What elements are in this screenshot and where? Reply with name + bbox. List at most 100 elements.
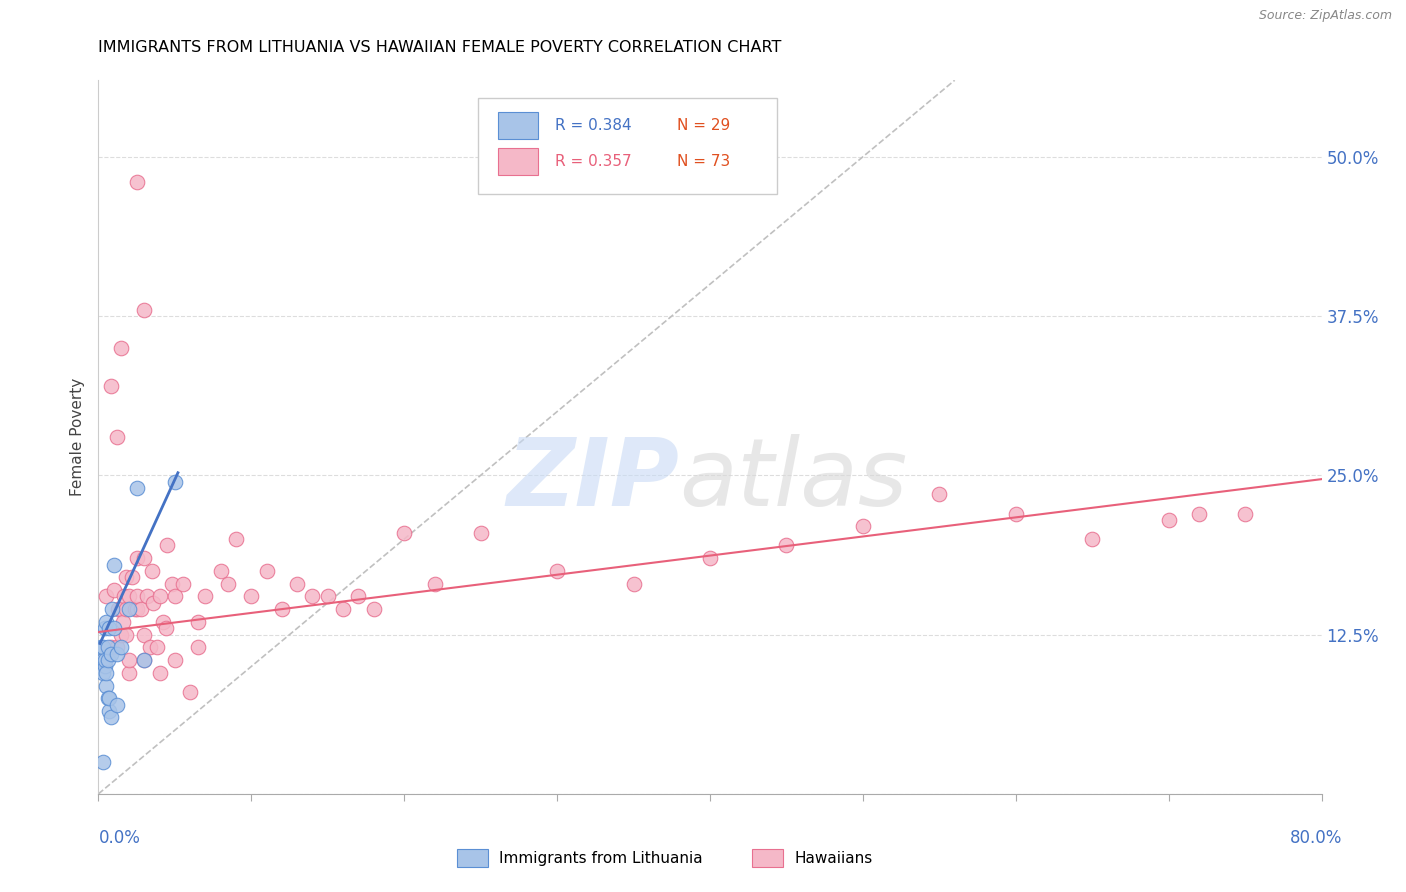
Point: [93, 659, 115, 673]
Point: [145, 640, 167, 655]
Point: [105, 698, 128, 712]
Point: [105, 430, 128, 444]
Point: [187, 640, 209, 655]
Point: [97, 691, 120, 706]
Text: IMMIGRANTS FROM LITHUANIA VS HAWAIIAN FEMALE POVERTY CORRELATION CHART: IMMIGRANTS FROM LITHUANIA VS HAWAIIAN FE…: [98, 40, 782, 55]
Point: [125, 602, 148, 616]
Point: [1157, 513, 1180, 527]
Point: [118, 653, 141, 667]
Point: [98, 691, 121, 706]
Point: [134, 302, 156, 317]
Point: [91, 640, 114, 655]
Point: [852, 519, 875, 533]
Point: [115, 602, 138, 616]
Point: [124, 602, 146, 616]
Point: [134, 653, 156, 667]
Point: [152, 615, 174, 629]
Point: [134, 627, 156, 641]
Text: Immigrants from Lithuania: Immigrants from Lithuania: [499, 851, 703, 865]
Point: [125, 175, 148, 189]
Point: [94, 590, 117, 604]
FancyBboxPatch shape: [498, 112, 537, 139]
Point: [141, 564, 163, 578]
Point: [316, 590, 339, 604]
Point: [775, 538, 797, 552]
Point: [121, 570, 143, 584]
Point: [110, 627, 132, 641]
Point: [160, 576, 183, 591]
Point: [142, 596, 165, 610]
Point: [136, 590, 159, 604]
Point: [1081, 532, 1104, 546]
Point: [97, 653, 120, 667]
Point: [125, 590, 148, 604]
Point: [179, 685, 201, 699]
Point: [100, 647, 122, 661]
Point: [115, 627, 138, 641]
Point: [94, 679, 117, 693]
Point: [100, 710, 122, 724]
Point: [149, 590, 172, 604]
Point: [209, 564, 232, 578]
Point: [470, 525, 492, 540]
Text: N = 29: N = 29: [678, 118, 730, 133]
Point: [118, 590, 141, 604]
Point: [103, 582, 125, 597]
Point: [107, 602, 129, 616]
Point: [103, 558, 125, 572]
Text: 80.0%: 80.0%: [1291, 829, 1343, 847]
Point: [163, 475, 186, 489]
Point: [187, 615, 209, 629]
Point: [98, 704, 121, 718]
Point: [163, 590, 186, 604]
Point: [134, 551, 156, 566]
Point: [156, 538, 179, 552]
Text: Source: ZipAtlas.com: Source: ZipAtlas.com: [1258, 9, 1392, 22]
Point: [928, 487, 950, 501]
Point: [93, 653, 115, 667]
Point: [105, 647, 128, 661]
Text: atlas: atlas: [679, 434, 908, 525]
Point: [91, 755, 114, 769]
Point: [1234, 507, 1257, 521]
Text: N = 73: N = 73: [678, 154, 730, 169]
Point: [270, 602, 292, 616]
Point: [94, 615, 117, 629]
Point: [101, 602, 124, 616]
Point: [110, 640, 132, 655]
Point: [172, 576, 194, 591]
FancyBboxPatch shape: [498, 148, 537, 175]
Point: [155, 621, 177, 635]
Point: [149, 665, 172, 680]
Point: [546, 564, 568, 578]
Text: 0.0%: 0.0%: [98, 829, 141, 847]
Point: [93, 621, 115, 635]
Point: [98, 621, 121, 635]
Y-axis label: Female Poverty: Female Poverty: [70, 378, 86, 496]
Point: [100, 640, 122, 655]
Text: R = 0.384: R = 0.384: [555, 118, 631, 133]
Point: [423, 576, 446, 591]
Point: [90, 640, 112, 655]
Point: [134, 653, 156, 667]
Point: [112, 590, 135, 604]
Point: [347, 590, 370, 604]
Point: [285, 576, 308, 591]
Point: [332, 602, 354, 616]
Point: [97, 640, 120, 655]
Point: [194, 590, 217, 604]
Point: [125, 551, 148, 566]
Point: [118, 602, 141, 616]
Point: [217, 576, 239, 591]
Point: [115, 570, 138, 584]
Point: [699, 551, 721, 566]
Point: [125, 481, 148, 495]
Point: [240, 590, 263, 604]
Text: R = 0.357: R = 0.357: [555, 154, 631, 169]
Point: [392, 525, 416, 540]
Point: [91, 665, 114, 680]
Point: [163, 653, 186, 667]
Point: [110, 602, 132, 616]
Point: [623, 576, 645, 591]
Point: [91, 653, 114, 667]
